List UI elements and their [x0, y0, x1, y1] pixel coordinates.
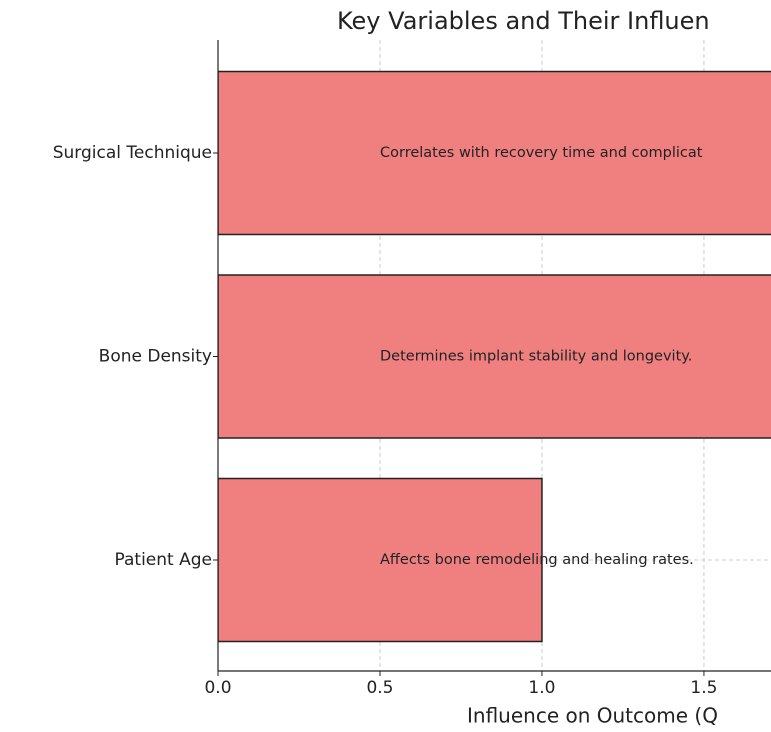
annotation: Affects bone remodeling and healing rate…	[380, 552, 694, 568]
y-tick-label: Patient Age	[115, 550, 212, 570]
x-tick-label: 0.0	[204, 678, 231, 698]
x-tick-label: 1.5	[690, 678, 717, 698]
x-axis-label: Influence on Outcome (Q	[467, 704, 718, 728]
chart-title: Key Variables and Their Influen	[337, 7, 710, 35]
bar	[218, 274, 771, 439]
plot-area: Affects bone remodeling and healing rate…	[218, 40, 771, 671]
bar	[218, 477, 543, 643]
annotation: Correlates with recovery time and compli…	[380, 145, 703, 161]
bar	[218, 70, 771, 236]
x-tick-label: 1.0	[528, 678, 555, 698]
y-tick-label: Bone Density	[99, 347, 212, 367]
x-tick-label: 0.5	[366, 678, 393, 698]
annotation: Determines implant stability and longevi…	[380, 349, 692, 365]
y-tick-label: Surgical Technique	[53, 143, 212, 163]
